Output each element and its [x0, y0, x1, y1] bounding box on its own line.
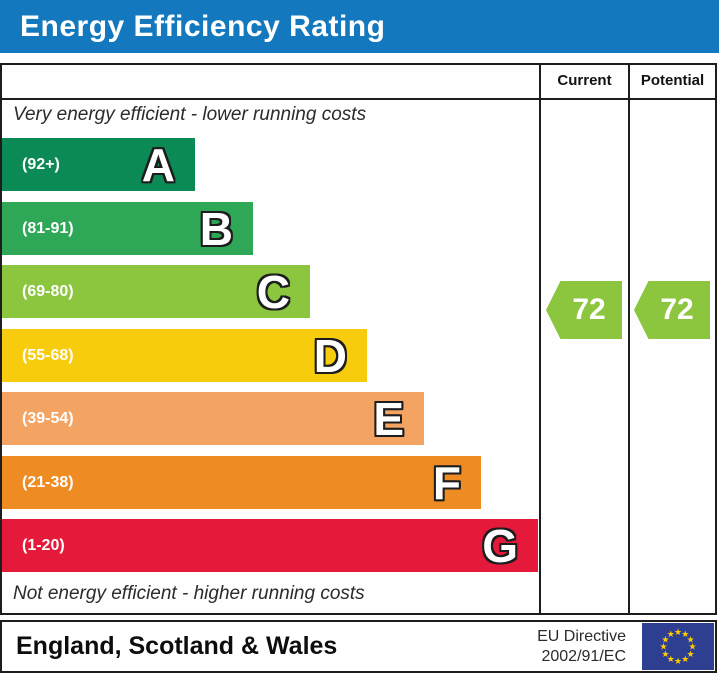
footer-region-label: England, Scotland & Wales	[16, 632, 338, 660]
svg-text:★: ★	[674, 627, 682, 637]
column-header-potential: Potential	[640, 72, 705, 89]
eu-flag-icon: ★ ★★★★★★★★★★★	[642, 623, 714, 670]
caption-not-efficient: Not energy efficient - higher running co…	[13, 583, 365, 604]
band-range-label: (21-38)	[22, 473, 74, 491]
band-range-label: (92+)	[22, 155, 60, 173]
caption-very-efficient: Very energy efficient - lower running co…	[13, 104, 367, 125]
band-range-label: (81-91)	[22, 219, 74, 237]
current-rating-value: 72	[572, 293, 606, 326]
eu-directive-label: EU Directive 2002/91/EC	[450, 627, 626, 667]
column-divider-current	[539, 63, 541, 615]
band-range-label: (69-80)	[22, 282, 74, 300]
svg-text:★: ★	[667, 654, 675, 664]
svg-text:★: ★	[687, 634, 695, 644]
rating-band-D: (55-68) D	[2, 329, 367, 382]
rating-band-F: (21-38) F	[2, 456, 481, 509]
svg-text:★: ★	[674, 656, 682, 666]
svg-text:★: ★	[659, 642, 667, 652]
band-letter: E	[373, 392, 404, 445]
svg-text:★: ★	[661, 634, 669, 644]
header-row-divider	[0, 98, 717, 100]
potential-rating-arrow: 72	[634, 281, 710, 339]
band-letter: F	[432, 456, 461, 509]
rating-band-E: (39-54) E	[2, 392, 424, 445]
band-range-label: (1-20)	[22, 536, 65, 554]
title-bar: Energy Efficiency Rating	[0, 0, 719, 53]
band-letter: D	[313, 329, 347, 382]
rating-band-C: (69-80) C	[2, 265, 310, 318]
footer-bar: England, Scotland & Wales EU Directive 2…	[0, 620, 717, 673]
column-divider-potential	[628, 63, 630, 615]
svg-text:★: ★	[667, 629, 675, 639]
band-letter: A	[141, 138, 175, 191]
rating-band-A: (92+) A	[2, 138, 195, 191]
potential-rating-value: 72	[660, 293, 694, 326]
svg-text:★: ★	[688, 642, 696, 652]
band-range-label: (39-54)	[22, 409, 74, 427]
band-letter: B	[199, 202, 233, 255]
svg-text:★: ★	[681, 629, 689, 639]
band-range-label: (55-68)	[22, 346, 74, 364]
eu-directive-line2: 2002/91/EC	[541, 648, 626, 665]
eu-directive-line1: EU Directive	[537, 628, 626, 645]
band-letter: G	[482, 519, 518, 572]
rating-band-B: (81-91) B	[2, 202, 253, 255]
svg-text:★: ★	[661, 649, 669, 659]
current-rating-arrow: 72	[546, 281, 622, 339]
svg-text:★: ★	[681, 654, 689, 664]
column-header-current: Current	[557, 72, 612, 89]
svg-text:★: ★	[687, 649, 695, 659]
band-letter: C	[256, 265, 290, 318]
rating-band-G: (1-20) G	[2, 519, 538, 572]
page-title: Energy Efficiency Rating	[20, 10, 386, 43]
